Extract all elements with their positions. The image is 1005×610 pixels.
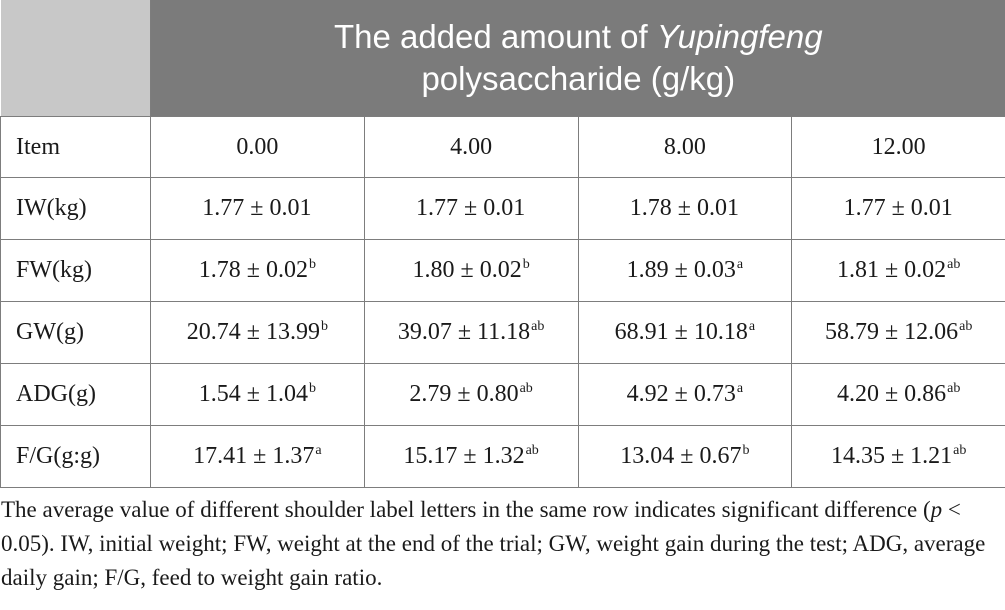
column-header-dose-4: 4.00 [363, 116, 579, 178]
footnote-text-2: < 0.05). IW, initial weight; FW, weight … [1, 497, 986, 590]
table-cell: 68.91 ± 10.18a [577, 301, 793, 364]
footnote-p-symbol: p [930, 497, 943, 522]
cell-superscript: ab [525, 443, 539, 458]
cell-value: 68.91 ± 10.18 [614, 319, 748, 345]
cell-value: 4.92 ± 0.73 [626, 381, 736, 407]
table-cell: 1.81 ± 0.02ab [791, 239, 1005, 302]
cell-value: 15.17 ± 1.32 [403, 443, 525, 469]
table-title: The added amount of Yupingfeng polysacch… [149, 0, 1005, 117]
cell-value: 58.79 ± 12.06 [824, 319, 959, 345]
cell-value: 1.78 ± 0.02 [198, 257, 308, 283]
cell-value: 1.54 ± 1.04 [198, 381, 308, 407]
row-label: F/G(g:g) [0, 425, 151, 488]
table-cell: 39.07 ± 11.18ab [363, 301, 579, 364]
cell-superscript: ab [953, 443, 967, 458]
cell-superscript: ab [531, 319, 545, 334]
cell-value: 1.77 ± 0.01 [843, 195, 953, 221]
table-cell: 1.77 ± 0.01 [150, 177, 365, 240]
table-cell: 1.80 ± 0.02b [363, 239, 579, 302]
cell-value: 39.07 ± 11.18 [397, 319, 531, 345]
column-header-dose-12: 12.00 [791, 116, 1005, 178]
table-cell: 2.79 ± 0.80ab [363, 363, 579, 426]
table-cell: 1.77 ± 0.01 [363, 177, 579, 240]
table-row: FW(kg) 1.78 ± 0.02b 1.80 ± 0.02b 1.89 ± … [0, 239, 1005, 302]
table-cell: 20.74 ± 13.99b [150, 301, 365, 364]
table-cell: 14.35 ± 1.21ab [791, 425, 1005, 488]
column-header-row: Item 0.00 4.00 8.00 12.00 [0, 116, 1005, 178]
cell-value: 2.79 ± 0.80 [409, 381, 519, 407]
table-cell: 1.77 ± 0.01 [791, 177, 1005, 240]
cell-value: 17.41 ± 1.37 [193, 443, 315, 469]
cell-value: 1.78 ± 0.01 [629, 195, 739, 221]
table-cell: 15.17 ± 1.32ab [363, 425, 579, 488]
results-table: The added amount of Yupingfeng polysacch… [0, 0, 1005, 488]
header-corner-cell [0, 0, 151, 117]
table-cell: 58.79 ± 12.06ab [791, 301, 1005, 364]
column-header-dose-8: 8.00 [577, 116, 793, 178]
cell-superscript: ab [959, 319, 973, 334]
cell-superscript: ab [947, 257, 961, 272]
cell-superscript: b [308, 381, 316, 396]
cell-value: 14.35 ± 1.21 [830, 443, 953, 469]
table-cell: 13.04 ± 0.67b [577, 425, 793, 488]
table-row: F/G(g:g) 17.41 ± 1.37a 15.17 ± 1.32ab 13… [0, 425, 1005, 488]
cell-superscript: ab [519, 381, 533, 396]
table-row: GW(g) 20.74 ± 13.99b 39.07 ± 11.18ab 68.… [0, 301, 1005, 364]
column-header-dose-0: 0.00 [150, 116, 365, 178]
table-cell: 4.92 ± 0.73a [577, 363, 793, 426]
cell-value: 1.80 ± 0.02 [412, 257, 522, 283]
cell-value: 1.77 ± 0.01 [202, 195, 312, 221]
row-label: FW(kg) [0, 239, 151, 302]
row-label: IW(kg) [0, 177, 151, 240]
cell-value: 20.74 ± 13.99 [186, 319, 320, 345]
cell-superscript: a [315, 443, 322, 458]
table-cell: 1.89 ± 0.03a [577, 239, 793, 302]
cell-superscript: a [748, 319, 756, 334]
footnote-text-1: The average value of different shoulder … [1, 497, 931, 522]
row-label: ADG(g) [0, 363, 151, 426]
cell-superscript: ab [947, 381, 961, 396]
title-italic-term: Yupingfeng [656, 18, 823, 55]
cell-value: 1.81 ± 0.02 [836, 257, 947, 283]
cell-superscript: b [308, 257, 316, 272]
column-header-item: Item [0, 116, 151, 178]
row-label: GW(g) [0, 301, 151, 364]
table-footnote: The average value of different shoulder … [0, 493, 1001, 595]
cell-value: 4.20 ± 0.86 [836, 381, 947, 407]
cell-superscript: b [320, 319, 328, 334]
cell-superscript: b [522, 257, 530, 272]
cell-value: 1.89 ± 0.03 [626, 257, 736, 283]
cell-superscript: a [736, 257, 744, 272]
table-cell: 17.41 ± 1.37a [150, 425, 365, 488]
title-prefix: The added amount of [333, 18, 657, 55]
cell-value: 13.04 ± 0.67 [620, 443, 742, 469]
cell-superscript: b [742, 443, 750, 458]
cell-superscript: a [736, 381, 744, 396]
table-cell: 1.78 ± 0.02b [150, 239, 365, 302]
cell-value: 1.77 ± 0.01 [416, 195, 526, 221]
table-row: ADG(g) 1.54 ± 1.04b 2.79 ± 0.80ab 4.92 ±… [0, 363, 1005, 426]
table-cell: 1.78 ± 0.01 [577, 177, 793, 240]
table-title-row: The added amount of Yupingfeng polysacch… [0, 0, 1005, 117]
title-suffix: polysaccharide (g/kg) [421, 60, 736, 97]
table-cell: 4.20 ± 0.86ab [791, 363, 1005, 426]
table-row: IW(kg) 1.77 ± 0.01 1.77 ± 0.01 1.78 ± 0.… [0, 177, 1005, 240]
table-cell: 1.54 ± 1.04b [150, 363, 365, 426]
